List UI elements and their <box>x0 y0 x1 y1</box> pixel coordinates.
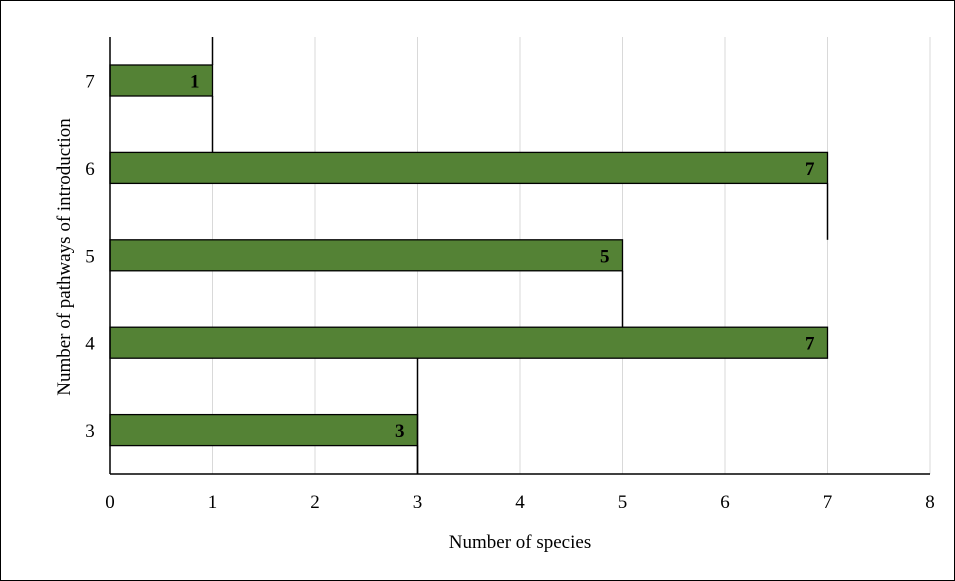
y-tick-label-7: 7 <box>85 72 95 93</box>
bars <box>109 64 829 447</box>
x-tick-label-6: 6 <box>720 492 730 513</box>
data-label-3: 3 <box>395 421 405 442</box>
x-tick-label-0: 0 <box>105 492 115 513</box>
y-tick-label-4: 4 <box>85 334 95 355</box>
bar-6 <box>109 151 829 185</box>
bar-4 <box>109 326 829 359</box>
data-labels: 3 7 5 7 1 <box>190 72 815 443</box>
x-tick-label-3: 3 <box>413 492 423 513</box>
x-tick-label-1: 1 <box>208 492 218 513</box>
step-lines <box>211 37 829 474</box>
x-tick-label-2: 2 <box>310 492 320 513</box>
data-label-6: 7 <box>805 159 815 180</box>
x-axis-title: Number of species <box>449 532 591 553</box>
axes: 0 1 2 3 4 5 6 7 8 3 4 5 6 7 <box>85 37 935 513</box>
y-axis-title: Number of pathways of introduction <box>54 118 75 396</box>
x-tick-label-8: 8 <box>925 492 935 513</box>
data-label-7: 1 <box>190 72 200 93</box>
bar-3 <box>109 413 419 447</box>
x-tick-label-7: 7 <box>823 492 833 513</box>
y-tick-label-5: 5 <box>85 246 95 267</box>
y-tick-label-3: 3 <box>85 421 95 442</box>
bar-5 <box>109 239 624 272</box>
x-tick-label-5: 5 <box>618 492 628 513</box>
x-tick-label-4: 4 <box>515 492 525 513</box>
data-label-4: 7 <box>805 334 815 355</box>
data-label-5: 5 <box>600 246 610 267</box>
bar-7 <box>109 64 214 97</box>
y-tick-label-6: 6 <box>85 159 95 180</box>
